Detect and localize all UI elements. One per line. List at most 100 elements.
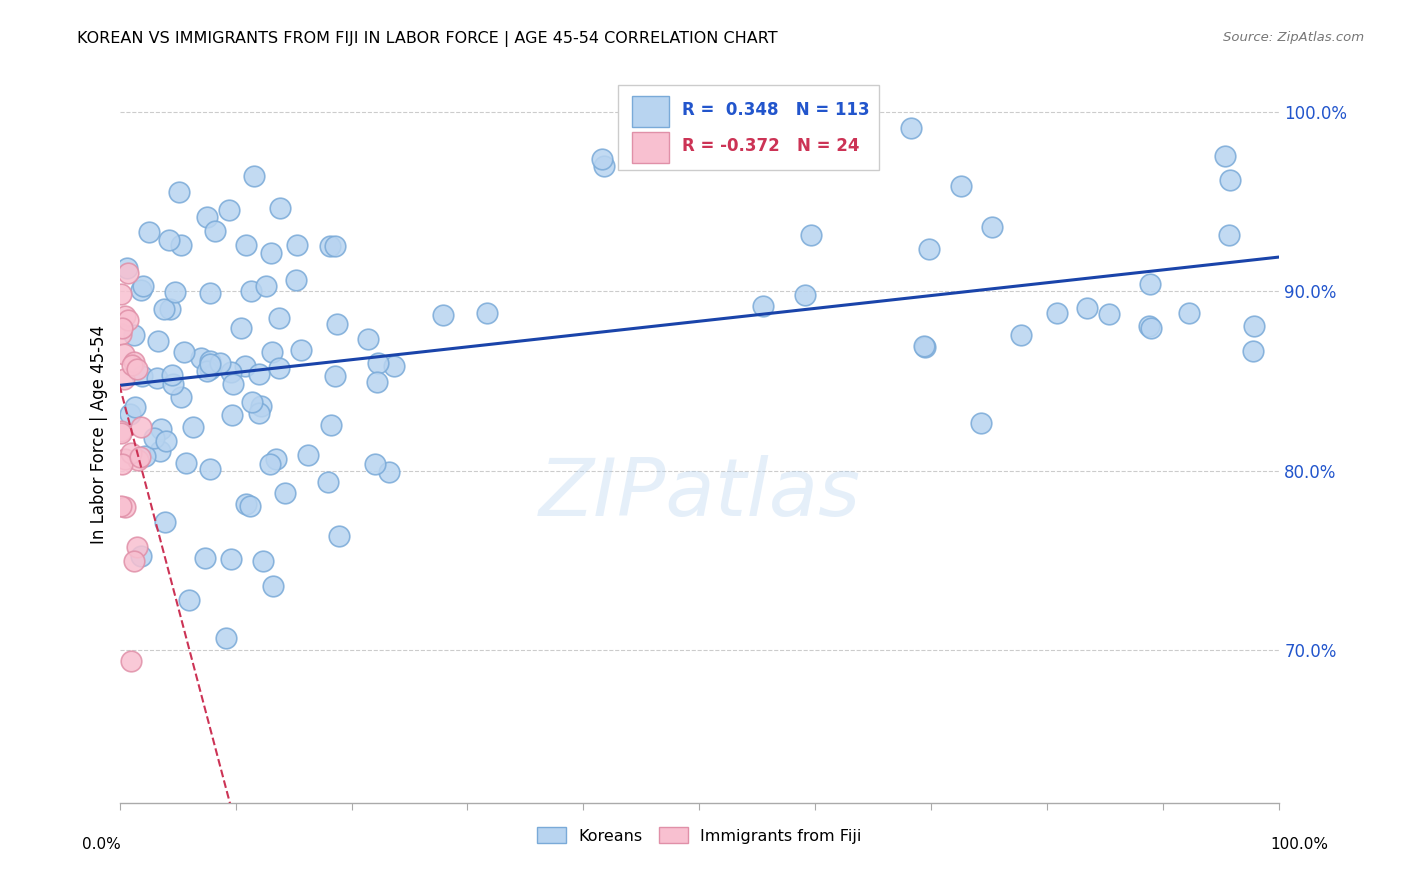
Point (239, 499, 262, 513)
Point (980, 220, 1002, 235)
Point (169, 390, 191, 404)
Point (235, 238, 257, 252)
Point (146, 334, 169, 349)
Point (259, 457, 281, 471)
Point (269, 201, 291, 215)
Point (222, 376, 245, 391)
Point (1178, 306, 1201, 320)
Point (475, 306, 498, 320)
Point (1010, 327, 1032, 342)
Point (254, 279, 277, 293)
Point (128, 450, 150, 464)
Point (142, 431, 165, 445)
Point (167, 186, 190, 200)
Point (127, 362, 149, 376)
Point (195, 210, 218, 224)
Point (357, 332, 380, 346)
Point (118, 407, 141, 421)
Text: ZIPatlas: ZIPatlas (538, 455, 860, 533)
Point (194, 550, 217, 565)
Point (912, 339, 935, 353)
Point (149, 422, 172, 436)
Point (262, 579, 284, 593)
Point (752, 299, 775, 313)
Point (208, 357, 231, 371)
Point (198, 461, 221, 475)
Point (970, 416, 993, 430)
Point (115, 261, 138, 276)
Point (125, 540, 148, 554)
Point (124, 327, 146, 342)
FancyBboxPatch shape (619, 86, 879, 170)
Point (148, 443, 170, 458)
Point (198, 285, 221, 300)
Point (235, 497, 257, 511)
Point (591, 152, 613, 166)
Point (247, 406, 270, 420)
Point (110, 327, 132, 342)
Point (179, 593, 201, 607)
Point (1139, 319, 1161, 334)
Point (145, 370, 167, 384)
Point (1139, 277, 1161, 291)
Point (328, 528, 350, 542)
Point (110, 286, 132, 301)
Point (129, 549, 152, 564)
FancyBboxPatch shape (633, 132, 669, 162)
Point (198, 354, 221, 368)
Point (120, 654, 142, 668)
Point (233, 359, 256, 374)
Point (124, 355, 146, 369)
Point (378, 466, 401, 480)
Y-axis label: In Labor Force | Age 45-54: In Labor Force | Age 45-54 (90, 326, 108, 544)
Point (262, 344, 284, 359)
Point (218, 202, 240, 217)
Point (267, 361, 290, 376)
Point (114, 452, 136, 467)
Point (1213, 149, 1236, 163)
Point (285, 272, 308, 286)
Point (132, 279, 155, 293)
Point (170, 238, 193, 252)
Point (382, 359, 405, 374)
Point (264, 452, 287, 467)
Point (117, 266, 139, 280)
Point (800, 228, 823, 243)
Point (219, 365, 242, 379)
Point (124, 401, 146, 415)
Point (153, 516, 176, 530)
Point (153, 301, 176, 316)
Point (129, 420, 152, 434)
FancyBboxPatch shape (633, 96, 669, 128)
Point (165, 285, 187, 299)
Point (174, 456, 197, 470)
Point (181, 420, 204, 434)
Point (127, 453, 149, 467)
Point (949, 178, 972, 193)
Point (190, 351, 212, 366)
Point (1243, 319, 1265, 334)
Point (1241, 343, 1264, 358)
Point (138, 225, 160, 239)
Point (252, 554, 274, 568)
Point (285, 238, 308, 252)
Point (111, 457, 134, 471)
Point (219, 552, 242, 566)
Point (114, 372, 136, 386)
Text: 100.0%: 100.0% (1271, 838, 1329, 852)
Point (112, 347, 135, 361)
Point (432, 308, 454, 322)
Point (366, 375, 388, 389)
Point (240, 395, 263, 409)
Point (157, 234, 180, 248)
Legend: Koreans, Immigrants from Fiji: Koreans, Immigrants from Fiji (531, 821, 868, 850)
Point (124, 554, 146, 568)
Point (173, 344, 195, 359)
Point (326, 317, 349, 331)
Point (197, 364, 219, 378)
Point (229, 321, 252, 335)
Point (162, 376, 184, 391)
Point (274, 485, 297, 500)
Point (1076, 301, 1098, 316)
Point (1046, 306, 1069, 320)
